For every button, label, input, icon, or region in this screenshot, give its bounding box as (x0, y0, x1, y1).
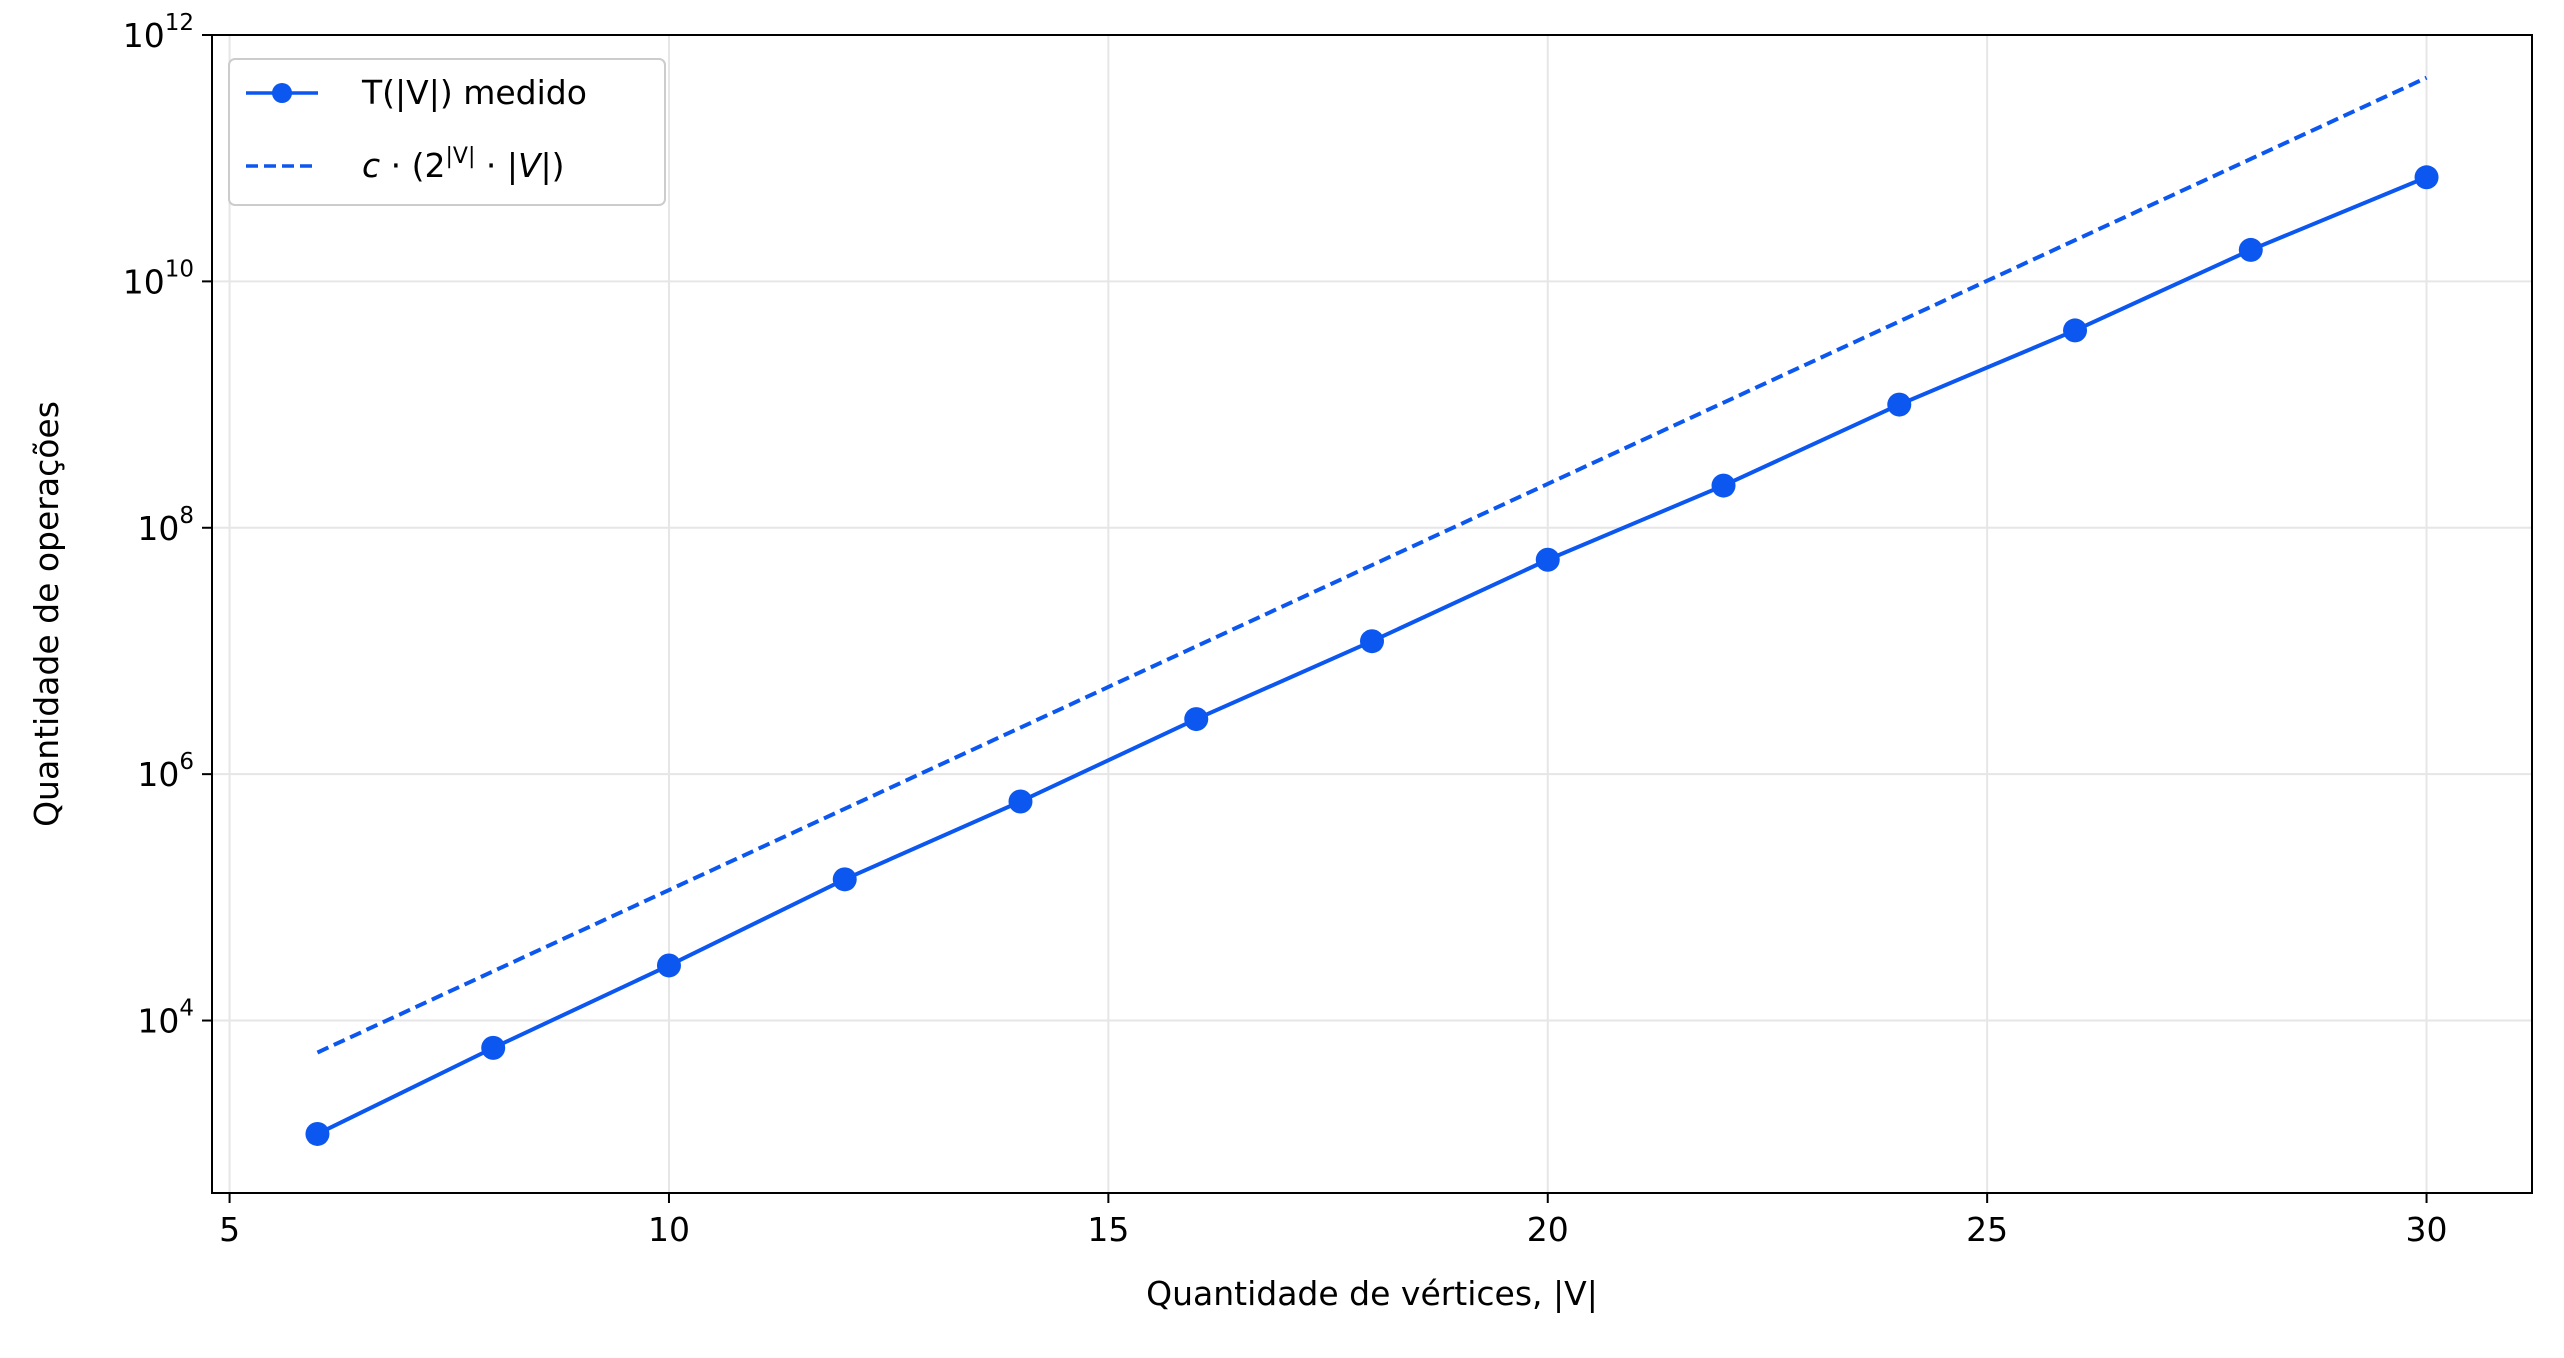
data-point (305, 1121, 330, 1146)
data-point (832, 867, 857, 892)
legend-marker (272, 83, 292, 103)
legend-entry-measured: T(|V|) medido (361, 73, 587, 112)
data-point (481, 1035, 506, 1060)
solid-series (305, 165, 2439, 1146)
y-tick-label: 1012 (123, 10, 194, 55)
data-point (2238, 237, 2263, 262)
y-axis-ticks: 104 106 108 1010 1012 (123, 10, 212, 1041)
dashed-series (316, 75, 2428, 1055)
data-point (1008, 789, 1033, 814)
data-point (656, 953, 681, 978)
x-tick-label: 25 (1966, 1210, 2008, 1249)
legend-box (228, 58, 666, 206)
plot-frame (211, 34, 2533, 1194)
y-tick-label: 1010 (123, 256, 194, 301)
x-tick-label: 15 (1087, 1210, 1129, 1249)
data-point (1184, 707, 1209, 732)
legend-entry-model: c · (2|V| · |V|) (362, 144, 565, 185)
data-point (1711, 473, 1736, 498)
x-tick-label: 30 (2406, 1210, 2448, 1249)
data-point (2414, 165, 2439, 190)
data-point (1887, 392, 1912, 417)
data-point (1360, 629, 1384, 654)
y-tick-label: 106 (137, 749, 194, 794)
y-tick-label: 104 (137, 996, 194, 1041)
data-point (1535, 547, 1560, 572)
y-tick-label: 108 (137, 503, 194, 548)
x-tick-label: 10 (648, 1210, 690, 1249)
x-axis-label: Quantidade de vértices, |V| (1146, 1274, 1598, 1313)
x-tick-label: 5 (219, 1210, 240, 1249)
y-axis-label: Quantidade de operações (27, 401, 66, 827)
x-axis-ticks: 5 10 15 20 25 30 (219, 1193, 2448, 1249)
legend: T(|V|) medido c · (2|V| · |V|) (228, 58, 666, 206)
data-point (2063, 318, 2088, 343)
dashed-series-line (316, 75, 2428, 1055)
x-tick-label: 20 (1527, 1210, 1569, 1249)
